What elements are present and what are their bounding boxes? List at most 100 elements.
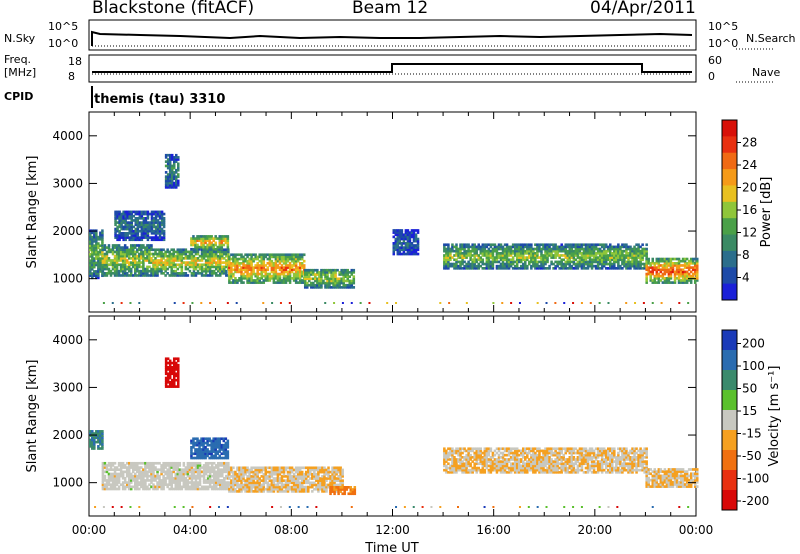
range-time-cell — [696, 262, 699, 265]
range-time-cell — [194, 259, 198, 262]
range-time-cell — [447, 243, 450, 247]
range-time-cell — [164, 259, 167, 262]
range-time-cell — [513, 247, 517, 251]
range-time-cell — [184, 252, 188, 256]
range-time-cell — [615, 249, 618, 253]
range-time-cell — [109, 487, 113, 491]
range-time-cell — [538, 243, 541, 247]
range-time-cell — [176, 476, 180, 480]
range-time-cell — [246, 475, 249, 478]
range-time-cell — [264, 264, 268, 267]
range-time-cell — [105, 485, 109, 489]
range-time-cell — [142, 257, 145, 260]
range-time-cell — [236, 481, 239, 485]
range-time-cell — [260, 257, 264, 261]
range-time-cell — [323, 477, 326, 480]
range-time-cell — [282, 472, 286, 476]
range-time-cell — [240, 279, 243, 282]
range-time-cell — [260, 268, 264, 272]
range-time-cell — [156, 474, 159, 478]
range-time-cell — [138, 269, 141, 273]
range-time-cell — [341, 483, 344, 487]
range-time-cell — [216, 481, 220, 484]
range-time-cell — [633, 249, 636, 253]
range-time-cell — [286, 266, 290, 269]
range-time-cell — [176, 252, 180, 256]
range-time-cell — [158, 223, 162, 227]
range-time-cell — [158, 214, 162, 218]
range-time-cell — [286, 272, 290, 276]
range-time-cell — [469, 262, 472, 266]
range-time-cell — [101, 272, 105, 275]
range-time-cell — [619, 254, 622, 257]
range-time-cell — [95, 261, 98, 265]
range-time-cell — [222, 448, 226, 451]
range-time-cell — [244, 487, 247, 491]
range-time-cell — [396, 244, 400, 247]
range-time-cell — [158, 479, 161, 482]
range-time-cell — [214, 257, 218, 260]
range-time-cell — [629, 256, 632, 259]
range-time-cell — [540, 249, 543, 253]
range-time-cell — [136, 468, 139, 472]
range-time-cell — [140, 248, 143, 252]
range-time-cell — [341, 488, 344, 491]
scatter-point — [563, 302, 566, 304]
range-time-cell — [406, 246, 410, 249]
range-time-cell — [148, 229, 152, 233]
range-time-cell — [168, 177, 172, 181]
range-time-cell — [540, 247, 543, 251]
range-time-cell — [586, 254, 590, 257]
range-time-cell — [511, 243, 515, 247]
scatter-point — [589, 302, 592, 304]
range-time-cell — [344, 271, 347, 274]
range-time-cell — [125, 485, 129, 489]
range-time-cell — [125, 246, 129, 249]
range-time-cell — [645, 266, 648, 269]
range-time-cell — [554, 260, 557, 264]
range-time-cell — [208, 237, 211, 240]
range-time-cell — [180, 485, 184, 489]
range-time-cell — [242, 268, 245, 272]
range-time-cell — [188, 468, 192, 472]
range-time-cell — [306, 281, 309, 285]
range-time-cell — [122, 232, 125, 235]
range-time-cell — [258, 468, 261, 472]
range-time-cell — [226, 441, 230, 445]
range-time-cell — [447, 256, 450, 259]
range-time-cell — [107, 272, 111, 275]
range-time-cell — [206, 274, 210, 277]
range-time-cell — [524, 267, 527, 270]
range-time-cell — [264, 472, 268, 476]
range-time-cell — [505, 264, 509, 268]
range-time-cell — [489, 260, 493, 264]
range-time-cell — [300, 475, 304, 478]
range-time-cell — [606, 262, 610, 266]
range-time-cell — [107, 259, 111, 262]
range-time-cell — [214, 243, 217, 247]
range-time-cell — [97, 257, 100, 260]
range-time-cell — [250, 475, 253, 478]
range-time-cell — [633, 267, 636, 270]
range-time-cell — [212, 472, 216, 476]
range-time-cell — [152, 248, 155, 252]
range-time-cell — [294, 279, 298, 282]
range-time-cell — [160, 227, 164, 231]
range-time-cell — [400, 244, 404, 247]
range-time-cell — [214, 472, 218, 476]
range-time-cell — [226, 456, 230, 460]
range-time-cell — [572, 249, 576, 253]
range-time-cell — [192, 487, 196, 491]
range-time-cell — [588, 256, 592, 259]
range-time-cell — [645, 252, 648, 255]
range-time-cell — [166, 263, 169, 267]
range-time-cell — [162, 464, 165, 467]
range-time-cell — [296, 281, 300, 284]
range-time-cell — [89, 231, 92, 235]
range-time-cell — [501, 256, 505, 259]
range-time-cell — [485, 249, 489, 253]
range-time-cell — [127, 466, 131, 469]
range-time-cell — [333, 492, 336, 496]
range-time-cell — [320, 268, 323, 272]
range-time-cell — [600, 249, 604, 253]
